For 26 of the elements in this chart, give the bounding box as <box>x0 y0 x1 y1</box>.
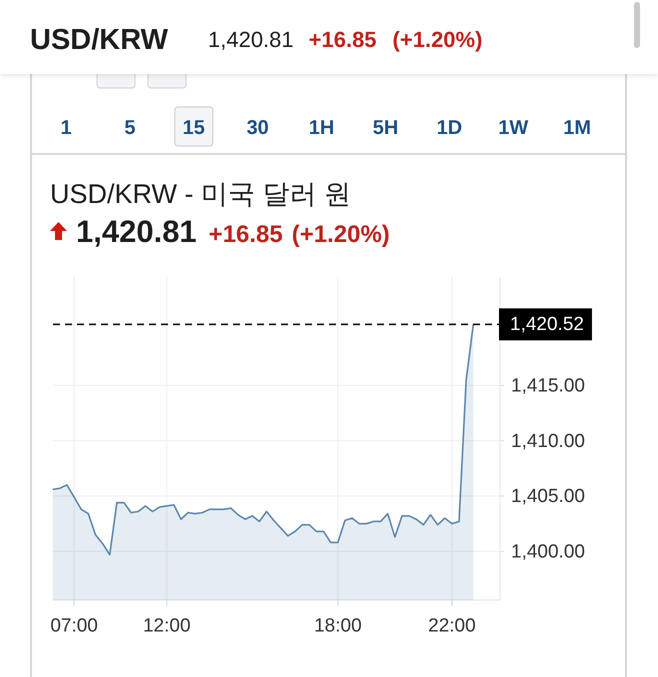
text: 5H <box>372 117 398 139</box>
y-tick-label: 1,400.00 <box>511 541 585 562</box>
text: (+1.20%) <box>392 27 482 52</box>
y-tick-label: 1,415.00 <box>511 375 585 396</box>
text: 5 <box>124 117 136 139</box>
text: 1M <box>563 117 592 139</box>
text: 15 <box>182 117 205 139</box>
text: 1W <box>498 117 528 139</box>
ref-line-label: 1,420.52 <box>510 314 584 335</box>
chart-title: USD/KRW <box>30 24 169 56</box>
x-tick-label: 07:00 <box>50 615 98 636</box>
y-tick-label: 1,410.00 <box>511 430 585 452</box>
x-tick-label: 22:00 <box>428 615 476 636</box>
text: 1H <box>308 117 334 139</box>
text: 30 <box>246 117 269 139</box>
text: +16.85 <box>308 27 377 52</box>
text: 1 <box>60 117 72 139</box>
text: +16.85 <box>208 221 283 248</box>
y-tick-label: 1,405.00 <box>511 486 585 508</box>
text: 1D <box>436 117 462 139</box>
x-tick-label: 12:00 <box>142 615 191 636</box>
text: (+1.20%) <box>292 221 390 248</box>
text: 1,420.81 <box>76 214 197 249</box>
text: 1,420.81 <box>208 27 294 52</box>
chart-subtitle: USD/KRW - 미국 달러 원 <box>50 179 352 209</box>
x-tick-label: 18:00 <box>314 615 362 636</box>
